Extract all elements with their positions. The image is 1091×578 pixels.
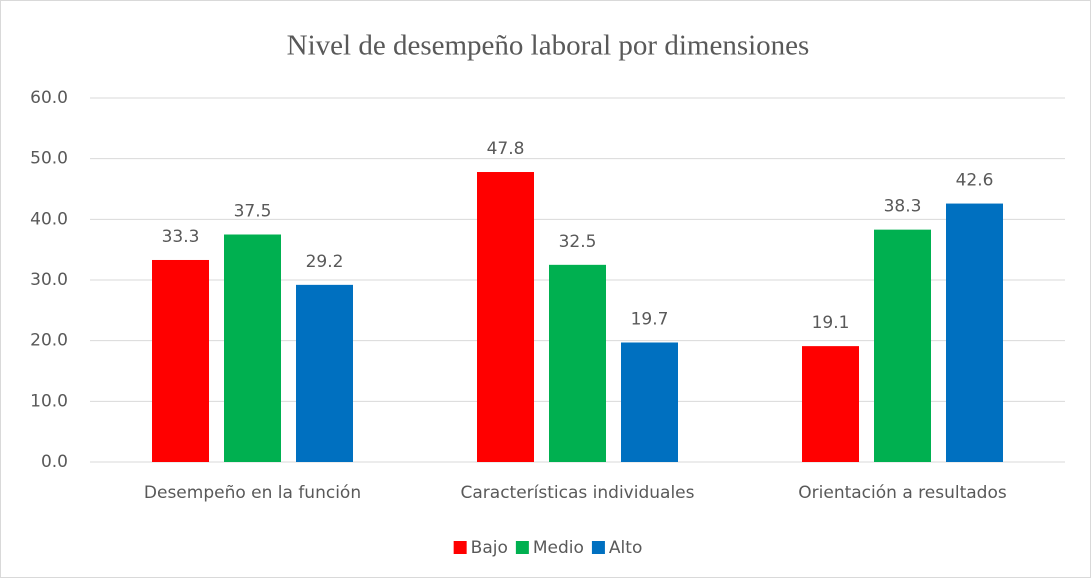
bar (874, 229, 931, 462)
bar (296, 284, 353, 462)
bar (224, 234, 281, 462)
bar (477, 172, 534, 462)
y-tick-label: 50.0 (30, 149, 68, 169)
data-label: 33.3 (162, 227, 200, 247)
chart-title: Nivel de desempeño laboral por dimension… (287, 30, 810, 62)
bar (621, 342, 678, 462)
legend-swatch (453, 541, 467, 554)
legend-label: Bajo (471, 538, 508, 558)
legend-swatch (591, 541, 605, 554)
legend-label: Alto (609, 538, 642, 558)
y-tick-label: 10.0 (30, 391, 68, 411)
y-tick-label: 60.0 (30, 88, 68, 108)
data-label: 19.1 (812, 313, 850, 333)
bar (802, 346, 859, 462)
y-tick-label: 40.0 (30, 209, 68, 229)
data-label: 47.8 (487, 139, 525, 159)
x-tick-label: Desempeño en la función (144, 483, 361, 503)
legend-label: Medio (533, 538, 584, 558)
bar (549, 264, 606, 462)
data-label: 29.2 (306, 252, 344, 272)
data-label: 32.5 (559, 232, 597, 252)
data-label: 42.6 (956, 171, 994, 191)
y-tick-label: 20.0 (30, 331, 68, 351)
legend-swatch (515, 541, 529, 554)
y-tick-label: 30.0 (30, 270, 68, 290)
x-tick-label: Características individuales (461, 483, 695, 503)
y-tick-label: 0.0 (41, 452, 68, 472)
data-label: 37.5 (234, 202, 272, 222)
bar (946, 203, 1003, 462)
data-label: 38.3 (884, 197, 922, 217)
bar (152, 259, 209, 462)
data-label: 19.7 (631, 309, 669, 329)
x-tick-label: Orientación a resultados (798, 483, 1007, 503)
